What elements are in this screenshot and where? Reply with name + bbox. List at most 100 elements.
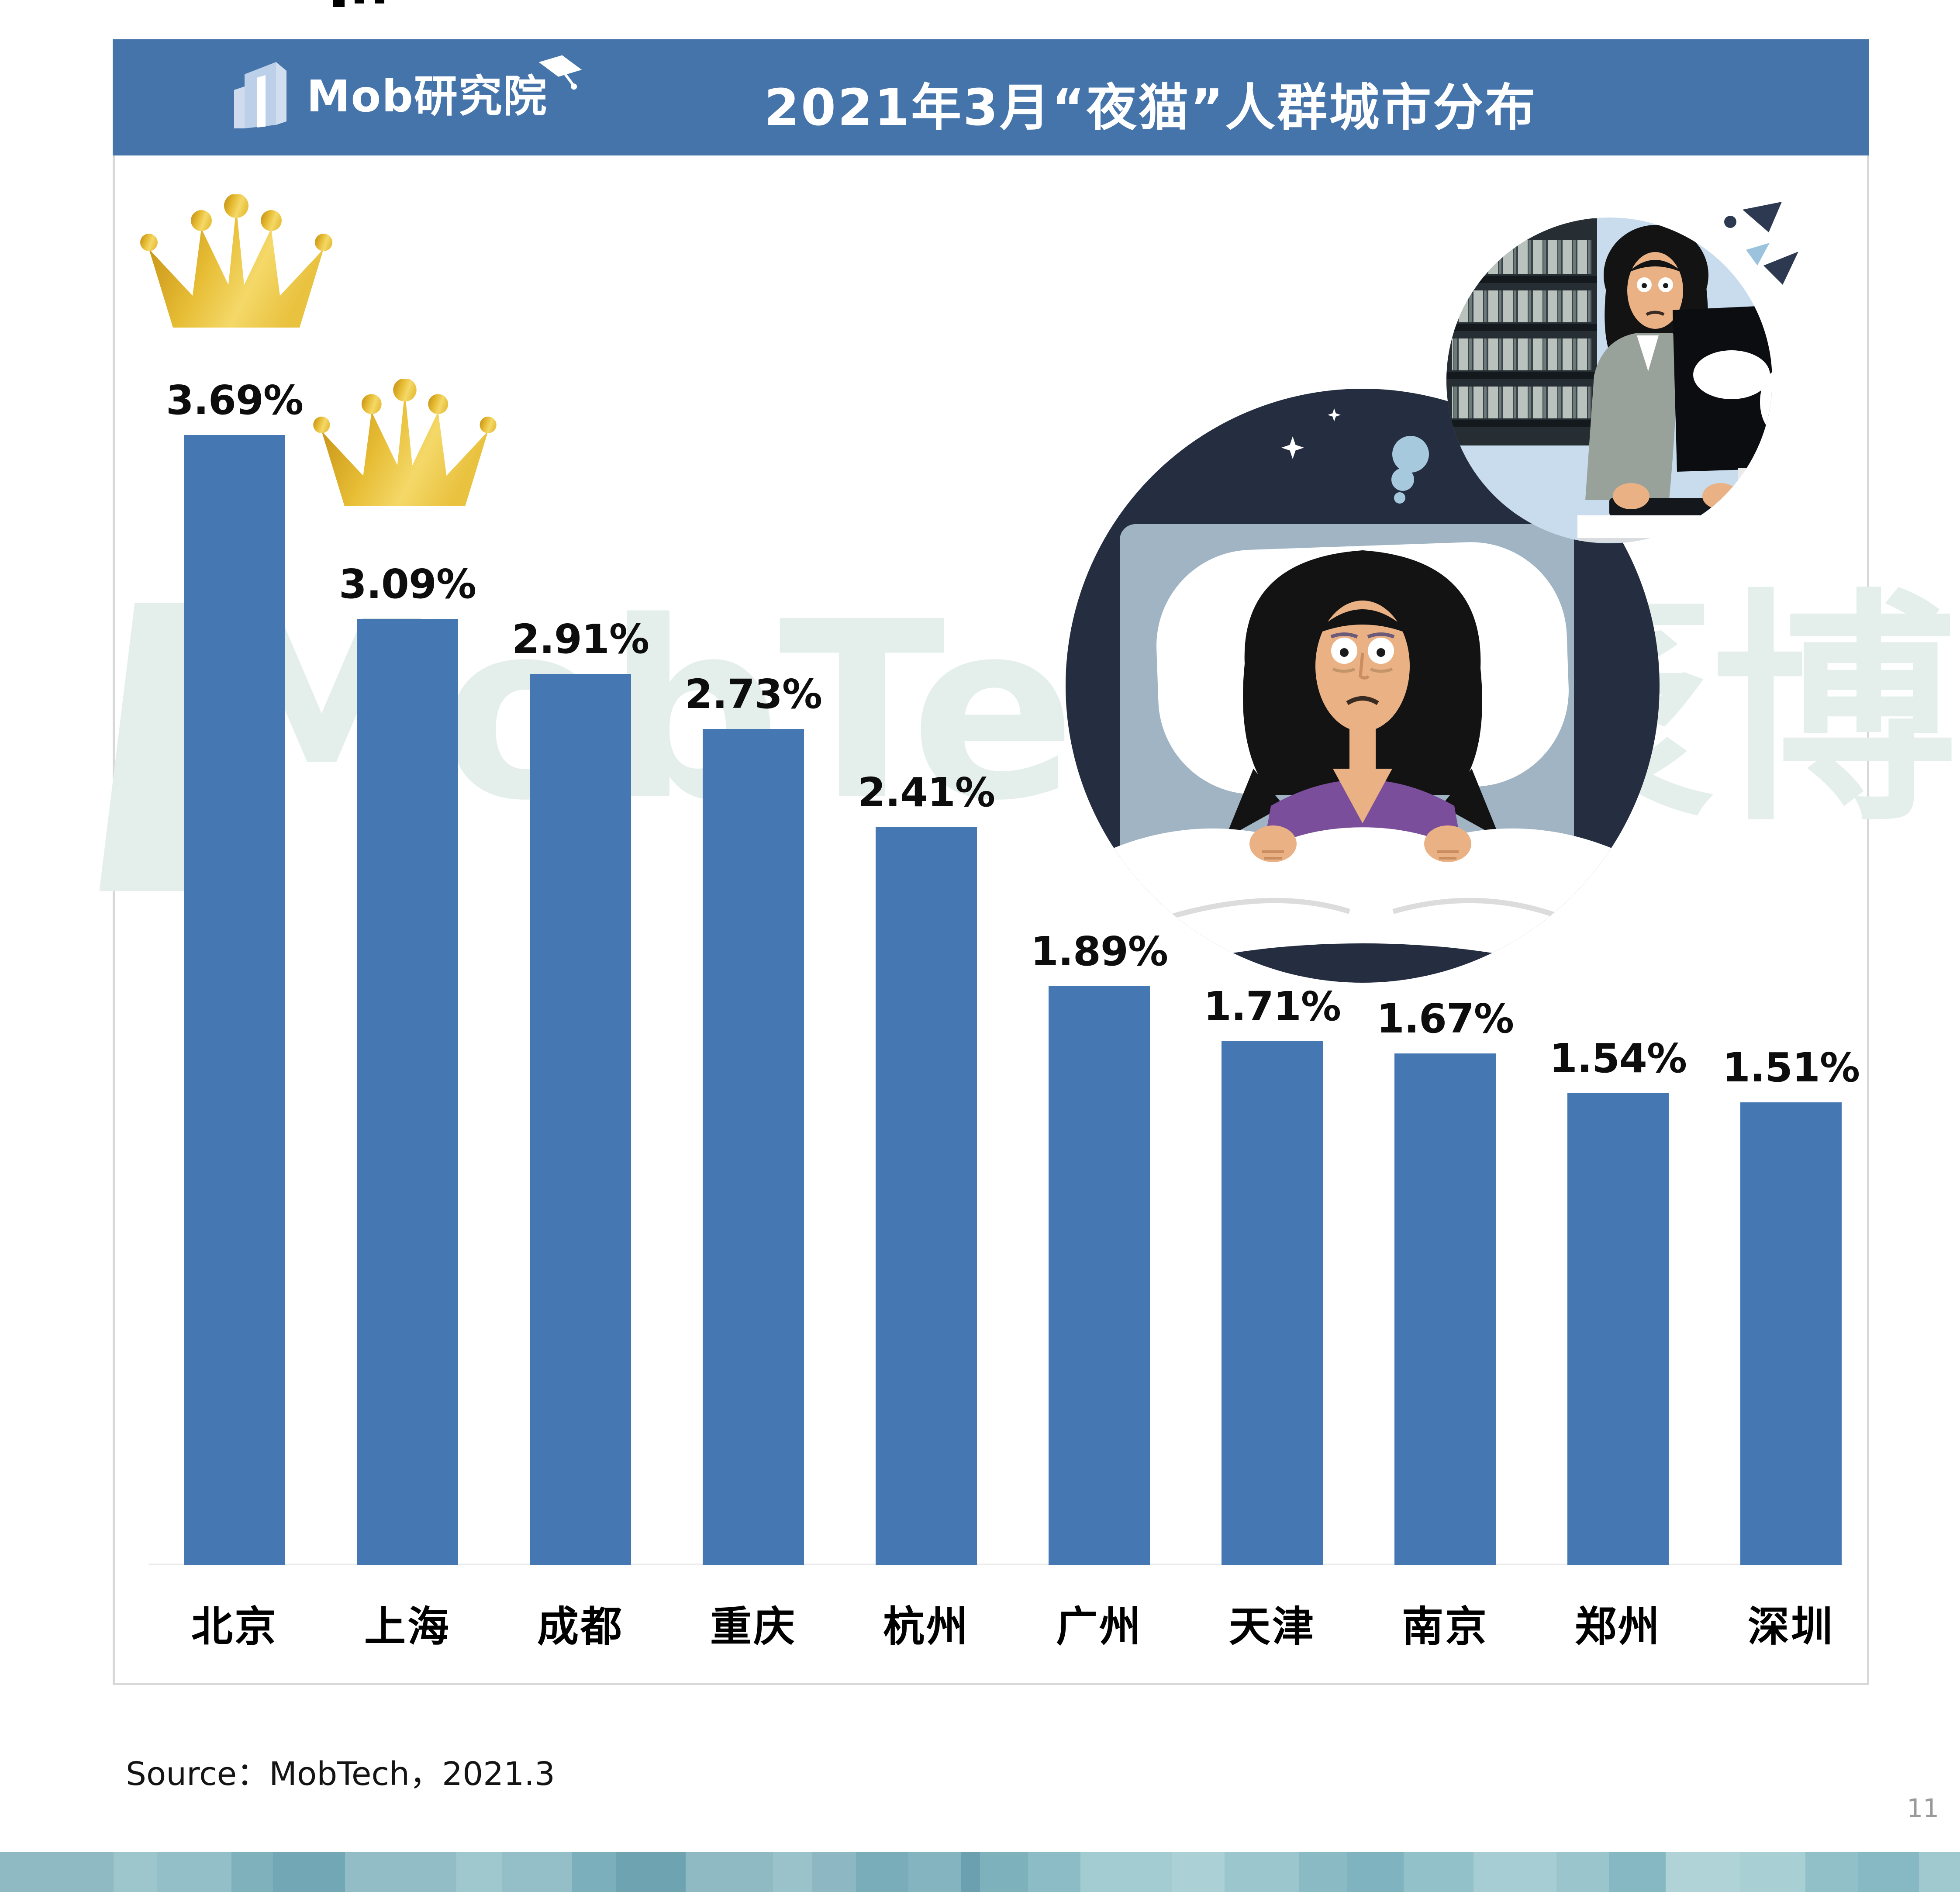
footer-strip-band [0,1852,114,1892]
bar-value-label: 1.71% [1203,983,1341,1030]
footer-strip-band [961,1852,980,1892]
footer-strip-band [1858,1852,1919,1892]
footer-strip-band [1740,1852,1805,1892]
bar-value-label: 2.41% [857,769,995,816]
footer-strip-band [980,1852,1028,1892]
thought-bubble-trail-icon [1391,436,1429,504]
gold-crown-rank2-icon [313,379,497,506]
x-axis-label-南京: 南京 [1401,1603,1488,1651]
bar-北京 [184,435,285,1565]
bar-上海 [357,619,458,1565]
footer-strip-band [1805,1852,1858,1892]
bar-value-label: 2.91% [511,616,649,663]
x-axis-labels: 北京 上海 成都 重庆 杭州 广州 天津 南京 郑州 深圳 [184,1593,1842,1653]
footer-strip-band [812,1852,856,1892]
footer-strip-band [273,1852,345,1892]
bar-南京 [1394,1053,1496,1565]
bar-column-南京: 1.67% [1377,995,1514,1565]
bar-column-郑州: 1.54% [1549,1035,1687,1565]
footer-strip-band [1404,1852,1473,1892]
footer-strip-band [502,1852,572,1892]
logo-text: Mob研究院 [307,70,548,122]
x-axis-label-天津: 天津 [1228,1603,1315,1651]
bar-column-广州: 1.89% [1031,928,1168,1565]
footer-strip-band [686,1852,773,1892]
footer-strip-band [773,1852,812,1892]
bar-value-label: 2.73% [684,671,822,718]
bar-chart: 3.69% 3.09% 2.91% 2.73% 2.41% 1.89% 1.71% 1.67%… [166,377,1860,1565]
footer-strip-band [572,1852,616,1892]
bar-column-北京: 3.69% [166,377,304,1565]
bar-广州 [1049,986,1150,1565]
footer-strip-band [114,1852,157,1892]
graduation-cap-icon [538,55,582,90]
woman-at-computer [1577,225,1772,542]
footer-strip-band [1172,1852,1225,1892]
sleep-marks-icon [1724,202,1798,285]
page-number: 11 [1907,1793,1939,1823]
building-icon [234,62,286,128]
bar-天津 [1222,1041,1323,1565]
x-axis-label-杭州: 杭州 [883,1603,970,1651]
bookshelf [1446,218,1597,445]
footer-strip-band [1347,1852,1404,1892]
insomnia-illustration [1066,202,1798,983]
footer-strip-band [231,1852,273,1892]
x-axis-label-深圳: 深圳 [1747,1603,1834,1651]
cropped-text-fragment [375,0,384,3]
bar-column-重庆: 2.73% [685,671,822,1565]
night-bed-scene [1066,389,1660,983]
x-axis-label-北京: 北京 [191,1603,278,1651]
thought-working-scene [1446,218,1772,543]
decorative-footer-strip [0,1852,1960,1892]
bar-column-成都: 2.91% [512,616,649,1565]
hands-gripping-blanket [1249,825,1471,862]
bar-column-上海: 3.09% [339,561,476,1565]
bed-front [1092,943,1633,983]
footer-strip-band [1080,1852,1172,1892]
bar-成都 [530,674,631,1565]
x-axis-label-重庆: 重庆 [710,1603,797,1651]
bar-杭州 [876,827,977,1565]
gold-crown-rank1-icon [140,194,332,328]
x-axis-label-郑州: 郑州 [1574,1603,1661,1651]
x-axis-line [148,1564,1843,1565]
footer-strip-band [1556,1852,1609,1892]
source-note: Source：MobTech，2021.3 [126,1755,555,1793]
footer-strip-band [1473,1852,1556,1892]
footer-strip-band [1919,1852,1960,1892]
bar-column-深圳: 1.51% [1722,1044,1860,1565]
bar-value-label: 1.67% [1376,995,1514,1042]
footer-strip-band [908,1852,961,1892]
bar-column-天津: 1.71% [1204,983,1341,1565]
bar-深圳 [1740,1102,1842,1565]
footer-strip-band [856,1852,908,1892]
footer-strip-band [1666,1852,1740,1892]
footer-strip-band [1028,1852,1080,1892]
header-background [113,39,1869,155]
bar-value-label: 3.09% [338,561,476,608]
footer-strip-band [157,1852,231,1892]
footer-strip-band [1299,1852,1347,1892]
bar-column-杭州: 2.41% [858,769,995,1565]
cropped-text-fragment [355,0,364,3]
x-axis-label-成都: 成都 [537,1603,624,1651]
x-axis-label-广州: 广州 [1056,1603,1142,1651]
bar-value-label: 3.69% [166,377,304,424]
footer-strip-band [1609,1852,1666,1892]
page-title: 2021年3月“夜猫”人群城市分布 [764,79,1537,137]
header-bar: Mob研究院 2021年3月“夜猫”人群城市分布 [113,39,1869,155]
cropped-text-fragment [333,0,345,7]
bar-value-label: 1.51% [1722,1044,1860,1091]
x-axis-label-上海: 上海 [364,1603,451,1651]
bar-郑州 [1567,1093,1669,1565]
footer-strip-band [1225,1852,1299,1892]
bar-value-label: 1.54% [1549,1035,1687,1082]
mob-research-logo: Mob研究院 [222,55,586,129]
footer-strip-band [456,1852,502,1892]
bar-重庆 [703,729,804,1565]
footer-strip-band [345,1852,456,1892]
footer-strip-band [616,1852,686,1892]
bar-value-label: 1.89% [1030,928,1168,975]
